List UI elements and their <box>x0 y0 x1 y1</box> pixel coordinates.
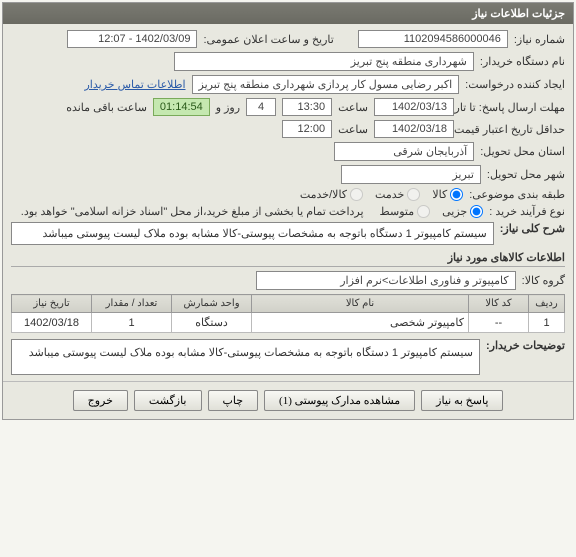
deadline-label: مهلت ارسال پاسخ: تا تاریخ: <box>460 101 565 114</box>
requester-label: ایجاد کننده درخواست: <box>465 78 565 91</box>
footer-buttons: پاسخ به نیاز مشاهده مدارک پیوستی (1) چاپ… <box>3 381 573 419</box>
category-label: طبقه بندی موضوعی: <box>469 188 565 201</box>
radio-medium[interactable]: متوسط <box>380 205 431 218</box>
cell-code: -- <box>469 313 529 333</box>
radio-gs-input[interactable] <box>350 188 363 201</box>
radio-goods-input[interactable] <box>450 188 463 201</box>
radio-partial[interactable]: جزیی <box>442 205 483 218</box>
cell-qty: 1 <box>92 313 172 333</box>
radio-partial-input[interactable] <box>470 205 483 218</box>
print-button[interactable]: چاپ <box>208 390 259 411</box>
cell-row: 1 <box>529 313 565 333</box>
payment-note: پرداخت تمام یا بخشی از مبلغ خرید،از محل … <box>21 205 364 218</box>
table-row[interactable]: 1 -- کامپیوتر شخصی دستگاه 1 1402/03/18 <box>12 313 565 333</box>
radio-medium-label: متوسط <box>380 205 415 218</box>
desc-text: سیستم کامپیوتر 1 دستگاه باتوجه به مشخصات… <box>11 222 494 245</box>
time-label-1: ساعت <box>338 101 368 114</box>
remaining-time: 01:14:54 <box>153 98 210 116</box>
cell-unit: دستگاه <box>172 313 252 333</box>
items-table: ردیف کد کالا نام کالا واحد شمارش تعداد /… <box>11 294 565 333</box>
radio-service-input[interactable] <box>407 188 420 201</box>
radio-goods-label: کالا <box>432 188 447 201</box>
respond-button[interactable]: پاسخ به نیاز <box>421 390 503 411</box>
buyer-notes-text: سیستم کامپیوتر 1 دستگاه باتوجه به مشخصات… <box>11 339 480 375</box>
desc-label: شرح کلی نیاز: <box>500 222 565 235</box>
th-unit: واحد شمارش <box>172 295 252 313</box>
days-value: 4 <box>246 98 276 116</box>
price-valid-label: حداقل تاریخ اعتبار قیمت: تا تاریخ: <box>460 123 565 136</box>
buyer-org-label: نام دستگاه خریدار: <box>480 55 565 68</box>
radio-goods-service[interactable]: کالا/خدمت <box>300 188 363 201</box>
radio-partial-label: جزیی <box>442 205 467 218</box>
process-label: نوع فرآیند خرید : <box>489 205 565 218</box>
group-value: کامپیوتر و فناوری اطلاعات>نرم افزار <box>256 271 516 290</box>
back-button[interactable]: بازگشت <box>134 390 202 411</box>
province-label: استان محل تحویل: <box>480 145 565 158</box>
attachments-button[interactable]: مشاهده مدارک پیوستی (1) <box>264 390 415 411</box>
th-date: تاریخ نیاز <box>12 295 92 313</box>
deadline-time: 13:30 <box>282 98 332 116</box>
panel-title: جزئیات اطلاعات نیاز <box>3 3 573 24</box>
radio-medium-input[interactable] <box>417 205 430 218</box>
need-no-value: 1102094586000046 <box>358 30 508 48</box>
radio-service-label: خدمت <box>375 188 404 201</box>
province-value: آذربایجان شرقی <box>334 142 474 161</box>
buyer-notes-label: توضیحات خریدار: <box>486 339 565 352</box>
buyer-org-value: شهرداری منطقه پنج تبریز <box>174 52 474 71</box>
need-no-label: شماره نیاز: <box>514 33 565 46</box>
radio-gs-label: کالا/خدمت <box>300 188 347 201</box>
th-code: کد کالا <box>469 295 529 313</box>
deadline-date: 1402/03/13 <box>374 98 454 116</box>
cell-name: کامپیوتر شخصی <box>252 313 469 333</box>
time-label-2: ساعت <box>338 123 368 136</box>
announce-label: تاریخ و ساعت اعلان عمومی: <box>203 33 333 46</box>
exit-button[interactable]: خروج <box>73 390 128 411</box>
process-radio-group: جزیی متوسط <box>380 205 484 218</box>
form-area: شماره نیاز: 1102094586000046 تاریخ و ساع… <box>3 24 573 381</box>
radio-service[interactable]: خدمت <box>375 188 420 201</box>
price-valid-date: 1402/03/18 <box>374 120 454 138</box>
details-panel: جزئیات اطلاعات نیاز شماره نیاز: 11020945… <box>2 2 574 420</box>
contact-link[interactable]: اطلاعات تماس خریدار <box>84 78 185 91</box>
th-name: نام کالا <box>252 295 469 313</box>
remaining-label: ساعت باقی مانده <box>66 101 147 114</box>
requester-value: اکبر رضایی مسول کار پردازی شهرداری منطقه… <box>192 75 460 94</box>
cell-date: 1402/03/18 <box>12 313 92 333</box>
days-label: روز و <box>216 101 240 114</box>
city-value: تبریز <box>341 165 481 184</box>
price-valid-time: 12:00 <box>282 120 332 138</box>
th-row: ردیف <box>529 295 565 313</box>
th-qty: تعداد / مقدار <box>92 295 172 313</box>
announce-value: 1402/03/09 - 12:07 <box>67 30 197 48</box>
radio-goods[interactable]: کالا <box>432 188 463 201</box>
items-section-title: اطلاعات کالاهای مورد نیاز <box>11 251 565 267</box>
category-radio-group: کالا خدمت کالا/خدمت <box>300 188 463 201</box>
group-label: گروه کالا: <box>522 274 565 287</box>
city-label: شهر محل تحویل: <box>487 168 565 181</box>
